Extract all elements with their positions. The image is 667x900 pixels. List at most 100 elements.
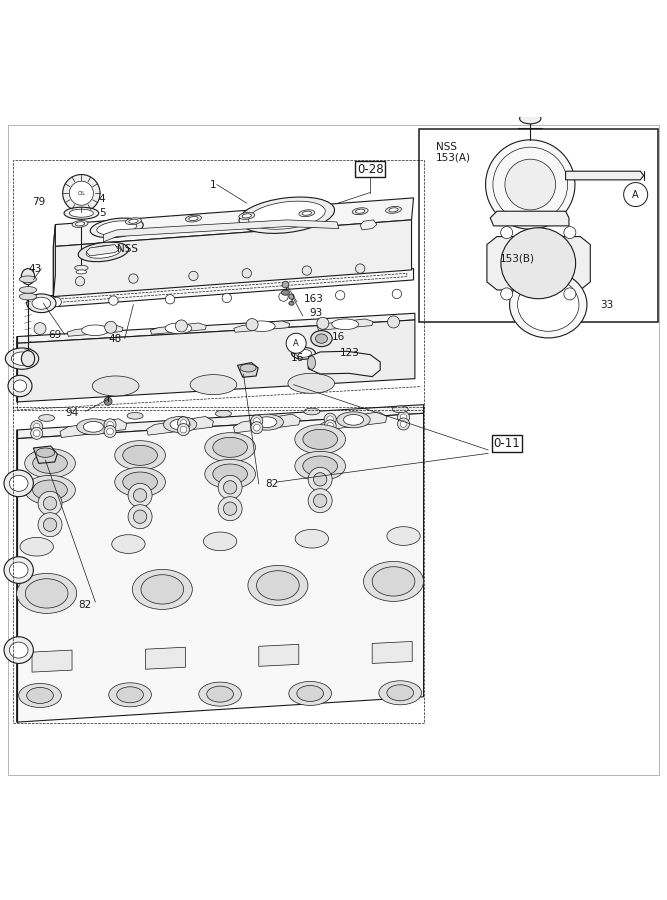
Ellipse shape — [518, 278, 579, 331]
Circle shape — [289, 294, 294, 300]
Ellipse shape — [297, 686, 323, 701]
Ellipse shape — [21, 351, 35, 366]
Circle shape — [246, 319, 258, 330]
Polygon shape — [259, 644, 299, 666]
Ellipse shape — [295, 425, 346, 454]
Ellipse shape — [123, 472, 157, 492]
Polygon shape — [372, 642, 412, 663]
Ellipse shape — [90, 218, 143, 238]
Ellipse shape — [109, 683, 151, 706]
Ellipse shape — [17, 573, 77, 614]
Circle shape — [177, 424, 189, 436]
Text: 93: 93 — [309, 308, 323, 318]
Circle shape — [128, 505, 152, 528]
Text: 82: 82 — [265, 479, 279, 489]
Polygon shape — [53, 225, 55, 297]
Text: 82: 82 — [79, 600, 92, 610]
Ellipse shape — [69, 209, 93, 217]
Polygon shape — [17, 413, 424, 722]
Polygon shape — [17, 313, 415, 343]
Circle shape — [564, 288, 576, 300]
Ellipse shape — [303, 429, 338, 449]
Ellipse shape — [76, 270, 87, 274]
Ellipse shape — [27, 294, 56, 312]
Ellipse shape — [392, 406, 408, 412]
Ellipse shape — [19, 293, 37, 300]
Circle shape — [251, 415, 263, 428]
Text: 153(A): 153(A) — [436, 153, 470, 163]
Ellipse shape — [239, 212, 255, 220]
Ellipse shape — [72, 220, 88, 228]
Circle shape — [253, 418, 260, 425]
Circle shape — [327, 422, 334, 429]
Ellipse shape — [32, 297, 51, 310]
Polygon shape — [17, 405, 424, 438]
Text: OIL: OIL — [77, 191, 85, 195]
Circle shape — [33, 430, 40, 436]
Ellipse shape — [25, 579, 68, 608]
Text: A: A — [293, 338, 299, 347]
Ellipse shape — [64, 207, 99, 220]
Circle shape — [223, 502, 237, 516]
Ellipse shape — [295, 529, 328, 548]
Text: 33: 33 — [600, 300, 614, 310]
Polygon shape — [237, 363, 258, 377]
Ellipse shape — [4, 470, 33, 497]
Circle shape — [75, 276, 85, 286]
Polygon shape — [145, 647, 185, 670]
Circle shape — [52, 297, 61, 307]
Polygon shape — [39, 268, 414, 308]
Text: 69: 69 — [48, 329, 61, 339]
Circle shape — [327, 416, 334, 422]
Ellipse shape — [97, 220, 137, 235]
Ellipse shape — [379, 680, 422, 705]
Ellipse shape — [185, 215, 201, 222]
Circle shape — [317, 318, 329, 329]
Ellipse shape — [92, 376, 139, 396]
Ellipse shape — [115, 467, 165, 497]
Polygon shape — [151, 323, 207, 334]
Circle shape — [38, 491, 62, 516]
Ellipse shape — [288, 374, 335, 393]
Circle shape — [308, 489, 332, 513]
Ellipse shape — [9, 642, 28, 658]
Ellipse shape — [25, 475, 75, 505]
Ellipse shape — [331, 319, 358, 329]
Circle shape — [302, 266, 311, 275]
Circle shape — [104, 418, 116, 431]
Ellipse shape — [302, 212, 311, 215]
Circle shape — [31, 420, 43, 433]
Ellipse shape — [352, 208, 368, 215]
Text: A: A — [632, 190, 639, 200]
Circle shape — [398, 418, 410, 430]
Circle shape — [501, 227, 513, 239]
Text: 0-11: 0-11 — [494, 436, 520, 450]
Text: 94: 94 — [65, 409, 79, 419]
Ellipse shape — [387, 526, 420, 545]
Ellipse shape — [205, 433, 255, 462]
Ellipse shape — [291, 347, 315, 359]
Ellipse shape — [8, 375, 32, 397]
Text: 16: 16 — [291, 353, 304, 363]
Ellipse shape — [213, 437, 247, 457]
Ellipse shape — [303, 408, 320, 415]
Ellipse shape — [307, 356, 315, 369]
Polygon shape — [320, 412, 387, 430]
Ellipse shape — [189, 217, 198, 220]
Ellipse shape — [125, 218, 141, 225]
Polygon shape — [234, 321, 289, 332]
Circle shape — [218, 475, 242, 500]
Circle shape — [34, 322, 46, 335]
Circle shape — [222, 293, 231, 302]
Ellipse shape — [281, 290, 289, 295]
Circle shape — [107, 428, 113, 435]
Text: 5: 5 — [99, 208, 105, 218]
Ellipse shape — [170, 419, 190, 430]
Ellipse shape — [19, 683, 61, 707]
Ellipse shape — [112, 535, 145, 554]
Ellipse shape — [199, 682, 241, 707]
Ellipse shape — [132, 570, 192, 609]
Ellipse shape — [115, 441, 165, 470]
Circle shape — [223, 481, 237, 494]
Ellipse shape — [78, 242, 129, 262]
